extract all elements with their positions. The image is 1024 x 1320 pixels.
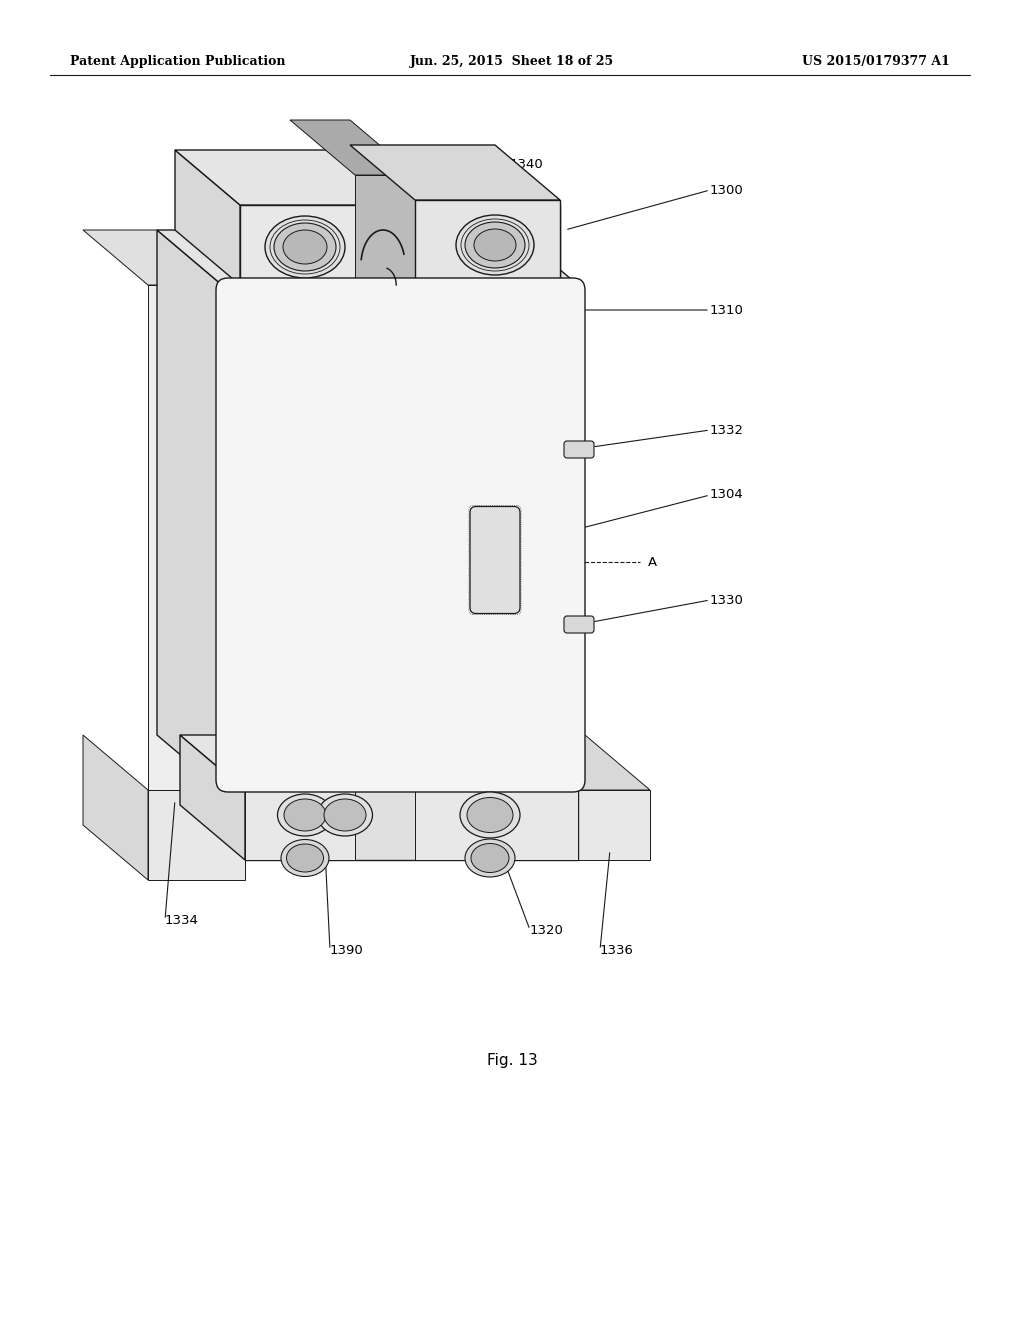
Ellipse shape	[324, 799, 366, 832]
Polygon shape	[180, 735, 245, 861]
Ellipse shape	[460, 792, 520, 838]
Ellipse shape	[284, 799, 326, 832]
Ellipse shape	[465, 840, 515, 876]
Ellipse shape	[467, 797, 513, 833]
Text: US 2015/0179377 A1: US 2015/0179377 A1	[802, 55, 950, 69]
Ellipse shape	[278, 795, 333, 836]
Ellipse shape	[317, 795, 373, 836]
Ellipse shape	[274, 223, 336, 271]
Polygon shape	[148, 789, 245, 880]
Text: A: A	[648, 556, 657, 569]
Text: 1338: 1338	[360, 169, 394, 181]
Polygon shape	[513, 735, 650, 789]
Polygon shape	[83, 735, 148, 880]
Text: 1332: 1332	[710, 424, 744, 437]
Polygon shape	[415, 201, 560, 285]
Ellipse shape	[465, 222, 525, 268]
Polygon shape	[355, 176, 415, 285]
Polygon shape	[245, 789, 578, 861]
Polygon shape	[222, 285, 578, 789]
Ellipse shape	[265, 216, 345, 279]
Ellipse shape	[281, 840, 329, 876]
Text: 1336: 1336	[600, 944, 634, 957]
Text: 1304: 1304	[710, 488, 743, 502]
FancyBboxPatch shape	[564, 616, 594, 634]
Ellipse shape	[287, 843, 324, 873]
Text: 1390: 1390	[330, 944, 364, 957]
Text: 1334: 1334	[165, 913, 199, 927]
Ellipse shape	[456, 215, 534, 275]
Polygon shape	[157, 230, 578, 285]
Text: 1300: 1300	[710, 183, 743, 197]
Polygon shape	[157, 230, 222, 789]
FancyBboxPatch shape	[564, 441, 594, 458]
Text: Patent Application Publication: Patent Application Publication	[70, 55, 286, 69]
Text: Fig. 13: Fig. 13	[486, 1052, 538, 1068]
Polygon shape	[350, 145, 560, 201]
Text: 1310: 1310	[710, 304, 743, 317]
Polygon shape	[83, 230, 222, 285]
Ellipse shape	[283, 230, 327, 264]
Polygon shape	[175, 150, 560, 205]
Polygon shape	[175, 150, 240, 285]
Ellipse shape	[474, 228, 516, 261]
Polygon shape	[240, 205, 560, 285]
FancyBboxPatch shape	[470, 507, 520, 614]
Polygon shape	[290, 120, 415, 176]
Text: 1340: 1340	[510, 158, 544, 172]
Polygon shape	[415, 789, 578, 861]
Polygon shape	[148, 285, 222, 789]
Ellipse shape	[471, 843, 509, 873]
Text: Jun. 25, 2015  Sheet 18 of 25: Jun. 25, 2015 Sheet 18 of 25	[410, 55, 614, 69]
FancyBboxPatch shape	[216, 279, 585, 792]
Polygon shape	[578, 789, 650, 861]
Text: 1320: 1320	[530, 924, 564, 936]
Text: 1330: 1330	[710, 594, 743, 606]
Polygon shape	[180, 735, 578, 789]
Polygon shape	[245, 789, 355, 861]
